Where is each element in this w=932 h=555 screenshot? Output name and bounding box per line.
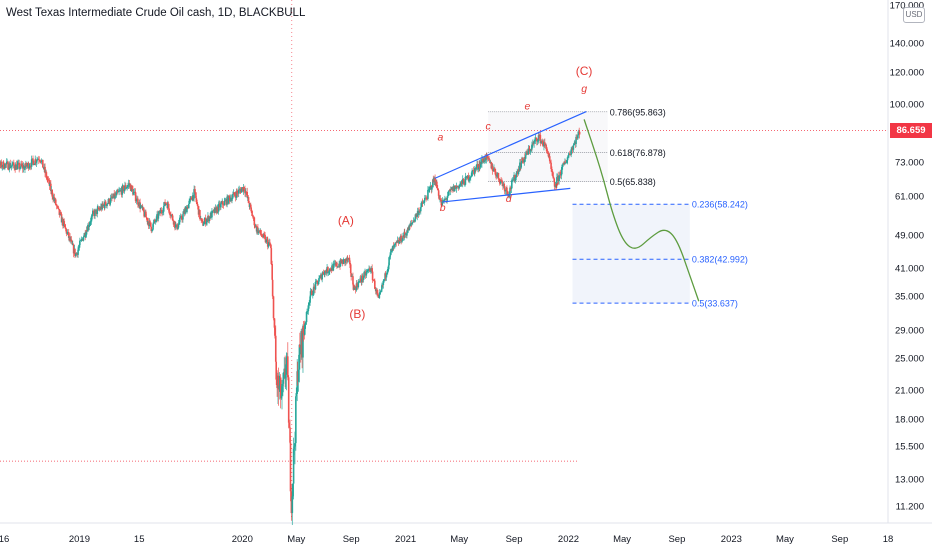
candle-body — [63, 221, 65, 224]
wave-label: (C) — [576, 64, 593, 78]
fib-level-label: 0.786(95.863) — [610, 107, 666, 117]
y-tick-label: 61.000 — [895, 192, 924, 203]
y-tick-label: 73.000 — [895, 158, 924, 169]
y-tick-label: 35.000 — [895, 292, 924, 303]
candle-body — [295, 396, 297, 443]
current-price-badge: 86.659 — [890, 123, 932, 138]
wave-label: g — [581, 83, 587, 95]
x-tick-label: Sep — [831, 534, 848, 545]
candle-body — [178, 224, 180, 228]
fib-level-label: 0.236(58.242) — [692, 200, 748, 210]
candle-body — [79, 241, 81, 245]
candle-body — [562, 164, 564, 167]
candle-body — [412, 222, 414, 223]
currency-label[interactable]: USD — [903, 7, 925, 23]
candle-body — [194, 189, 196, 192]
candle-body — [372, 272, 374, 281]
x-tick-label: Sep — [343, 534, 360, 545]
y-tick-label: 49.000 — [895, 231, 924, 242]
wave-label: c — [486, 121, 492, 133]
fib-level-label: 0.618(76.878) — [610, 148, 666, 158]
candle-body — [168, 204, 170, 209]
candle-body — [116, 192, 118, 195]
y-tick-label: 29.000 — [895, 326, 924, 337]
y-tick-label: 100.000 — [890, 100, 924, 111]
candle-body — [149, 221, 151, 223]
wave-label: b — [440, 202, 446, 214]
x-tick-label: May — [776, 534, 794, 545]
candle-body — [549, 156, 551, 161]
chart-title: West Texas Intermediate Crude Oil cash, … — [6, 7, 305, 19]
candle-body — [83, 237, 85, 241]
x-tick-label: 2022 — [558, 534, 579, 545]
fib-level-label: 0.382(42.992) — [692, 255, 748, 265]
candle-body — [520, 163, 522, 168]
candle-body — [150, 222, 152, 226]
y-tick-label: 13.000 — [895, 475, 924, 486]
y-tick-label: 21.000 — [895, 386, 924, 397]
y-tick-label: 15.500 — [895, 442, 924, 453]
candle-body — [287, 356, 289, 377]
candle-body — [272, 280, 274, 297]
wave-label: (B) — [349, 307, 365, 321]
candle-body — [182, 214, 184, 219]
candle-body — [318, 282, 320, 285]
y-tick-label: 120.000 — [890, 68, 924, 79]
candle-body — [58, 208, 60, 210]
y-tick-label: 18.000 — [895, 415, 924, 426]
candle-body — [197, 204, 199, 206]
y-tick-label: 140.000 — [890, 39, 924, 50]
x-tick-label: May — [613, 534, 631, 545]
candle-body — [273, 296, 275, 318]
x-tick-label: 16 — [0, 534, 9, 545]
y-tick-label: 25.000 — [895, 354, 924, 365]
candle-body — [238, 190, 240, 194]
x-tick-label: Sep — [506, 534, 523, 545]
wave-label: (A) — [338, 213, 354, 227]
candle-body — [573, 145, 575, 150]
candle-body — [124, 189, 126, 192]
fib-retracement-zone — [573, 204, 690, 303]
y-tick-label: 11.200 — [896, 502, 924, 513]
y-tick-label: 41.000 — [895, 264, 924, 275]
x-tick-label: May — [287, 534, 305, 545]
x-tick-label: Sep — [668, 534, 685, 545]
x-tick-label: 2019 — [69, 534, 90, 545]
candle-body — [290, 443, 292, 492]
candle-body — [42, 160, 44, 168]
candle-body — [579, 132, 581, 135]
x-tick-label: 2023 — [721, 534, 742, 545]
wave-label: a — [438, 132, 444, 144]
candle-body — [57, 206, 59, 208]
candle-body — [179, 218, 181, 223]
x-tick-label: 18 — [883, 534, 894, 545]
candle-body — [232, 194, 234, 197]
candle-body — [246, 192, 248, 197]
x-tick-label: May — [450, 534, 468, 545]
x-tick-label: 2021 — [395, 534, 416, 545]
candle-body — [431, 187, 433, 189]
wave-label: e — [525, 101, 531, 113]
candle-body — [498, 173, 500, 179]
candle-body — [203, 224, 205, 225]
candle-body — [11, 166, 13, 167]
candle-body — [110, 198, 112, 203]
x-tick-label: 15 — [134, 534, 145, 545]
x-tick-label: 2020 — [232, 534, 253, 545]
candle-body — [224, 201, 226, 205]
fib-level-label: 0.5(65.838) — [610, 177, 656, 187]
